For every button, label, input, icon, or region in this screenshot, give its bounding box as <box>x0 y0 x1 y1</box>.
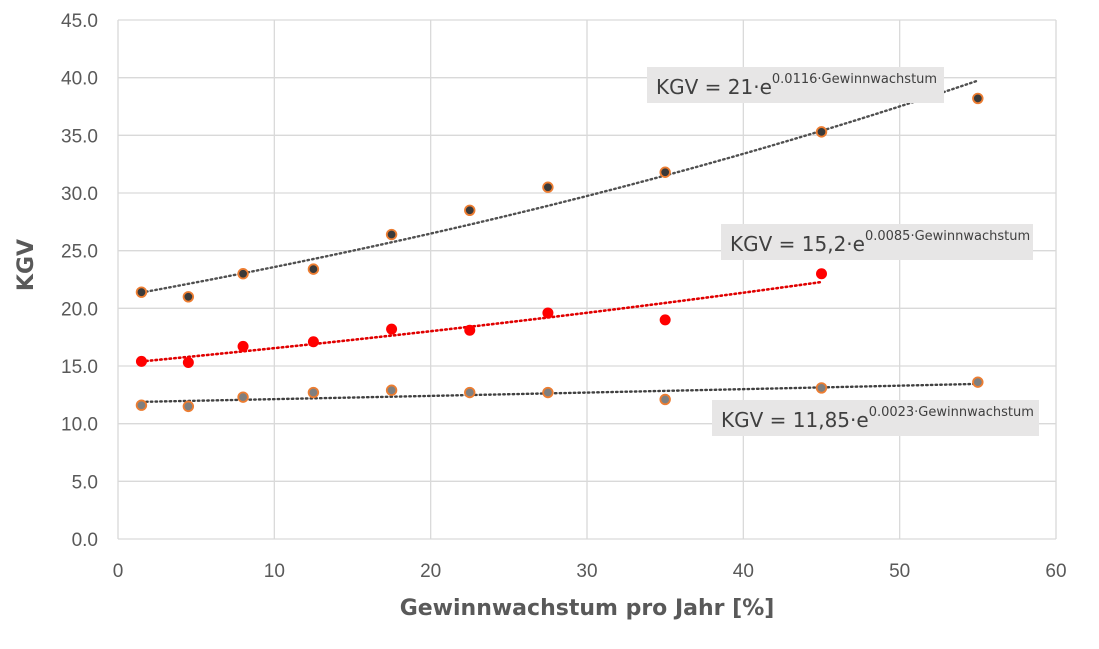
data-point-series-2 <box>237 340 249 352</box>
data-point-series-3 <box>385 384 398 396</box>
y-tick-label: 35.0 <box>61 126 98 147</box>
data-point-series-1 <box>972 92 984 105</box>
y-tick-label: 5.0 <box>72 472 98 493</box>
trendline-equation-3: KGV = 11,85·e0.0023·Gewinnwachstum <box>712 400 1039 436</box>
equation-text: KGV = 21·e0.0116·Gewinnwachstum <box>656 72 937 99</box>
data-point-series-2 <box>182 357 194 369</box>
y-tick-label: 40.0 <box>61 69 98 90</box>
y-tick-label: 30.0 <box>61 184 98 205</box>
trendline-series-2 <box>140 280 823 363</box>
y-tick-label: 45.0 <box>61 11 98 32</box>
trendline-equation-2: KGV = 15,2·e0.0085·Gewinnwachstum <box>721 224 1033 260</box>
x-tick-label: 0 <box>113 561 124 582</box>
data-point-series-1 <box>182 291 195 303</box>
data-point-series-3 <box>542 386 554 399</box>
data-point-series-1 <box>659 166 671 178</box>
grid-lines <box>117 19 1057 540</box>
data-point-series-3 <box>307 386 320 399</box>
equation-box <box>721 224 1033 260</box>
data-points <box>135 92 984 413</box>
data-point-series-1 <box>464 204 476 217</box>
x-tick-label: 50 <box>889 561 910 582</box>
data-point-series-3 <box>815 382 828 394</box>
data-point-series-3 <box>182 400 195 413</box>
data-point-series-3 <box>237 391 249 403</box>
data-point-series-1 <box>237 268 249 280</box>
trendline-equations: KGV = 21·e0.0116·Gewinnwachstum KGV = 15,… <box>647 67 1039 436</box>
data-point-series-1 <box>135 286 148 298</box>
data-point-series-3 <box>972 376 984 388</box>
data-point-series-3 <box>659 393 671 406</box>
y-tick-label: 10.0 <box>61 415 98 436</box>
data-point-series-2 <box>542 307 554 319</box>
equation-box <box>712 400 1039 436</box>
data-point-series-1 <box>815 126 828 138</box>
x-axis-ticks: 0 10 20 30 40 50 60 <box>113 561 1067 582</box>
data-point-series-2 <box>659 314 671 326</box>
data-point-series-1 <box>385 228 398 241</box>
equation-text: KGV = 11,85·e0.0023·Gewinnwachstum <box>721 405 1034 432</box>
data-point-series-2 <box>135 355 147 367</box>
y-tick-label: 15.0 <box>61 357 98 378</box>
data-point-series-1 <box>542 181 554 193</box>
data-point-series-3 <box>464 386 476 399</box>
x-tick-label: 60 <box>1045 561 1066 582</box>
x-tick-label: 20 <box>420 561 441 582</box>
data-point-series-2 <box>464 324 476 336</box>
x-axis-title: Gewinnwachstum pro Jahr [%] <box>400 596 775 621</box>
data-point-series-2 <box>307 336 319 348</box>
x-tick-label: 40 <box>733 561 754 582</box>
y-axis-ticks: 0.0 5.0 10.0 15.0 20.0 25.0 30.0 35.0 40.0 45.0 <box>61 11 98 551</box>
data-point-series-2 <box>386 323 398 335</box>
trendline-series-1 <box>140 79 980 294</box>
trendline-equation-1: KGV = 21·e0.0116·Gewinnwachstum <box>647 67 944 103</box>
data-point-series-2 <box>816 268 827 280</box>
y-tick-label: 25.0 <box>61 242 98 263</box>
x-tick-label: 30 <box>576 561 597 582</box>
trendlines <box>140 79 980 404</box>
data-point-series-3 <box>135 399 148 411</box>
equation-box <box>647 67 944 103</box>
x-tick-label: 10 <box>264 561 285 582</box>
y-axis-title: KGV <box>14 239 39 291</box>
y-tick-label: 20.0 <box>61 299 98 320</box>
y-tick-label: 0.0 <box>72 530 98 551</box>
trendline-series-3 <box>140 382 980 404</box>
equation-text: KGV = 15,2·e0.0085·Gewinnwachstum <box>730 229 1030 256</box>
data-point-series-1 <box>307 263 320 275</box>
